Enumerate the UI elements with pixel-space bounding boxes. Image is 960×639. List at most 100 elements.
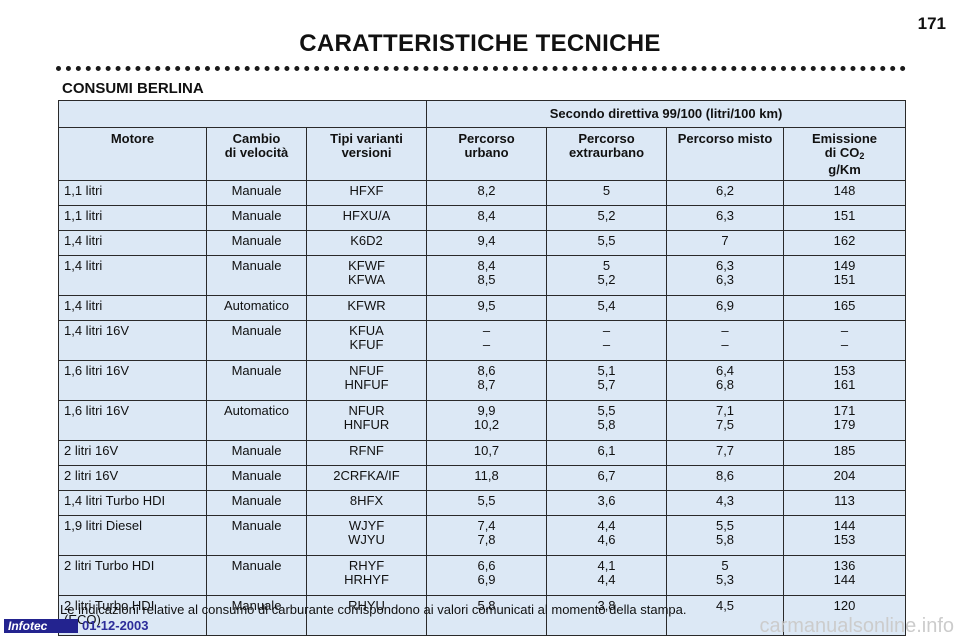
- cell-extraurbano: 5: [546, 180, 668, 206]
- header-tipi: Tipi varianti versioni: [305, 127, 428, 181]
- cell-extraurbano-value: 6,7: [597, 468, 616, 483]
- header-tipi-line-2: versioni: [341, 145, 392, 160]
- cell-urbano: 5,5: [426, 490, 548, 516]
- header-urbano: Percorso urbano: [426, 127, 548, 181]
- table-row: 2 litri Turbo HDI Manuale RHYF HRHYF 6,6 6,9 4…: [58, 555, 907, 596]
- cell-emissione: 165: [783, 295, 907, 321]
- header-emissione-line-2: di CO2: [787, 146, 902, 163]
- header-extraurbano: Percorso extraurbano: [546, 127, 668, 181]
- cell-cambio: Manuale: [206, 230, 307, 256]
- header-urbano-line-2: urbano: [464, 145, 509, 160]
- table-row: 1,4 litri Turbo HDI Manuale 8HFX 5,5 3,6 4,3 1…: [58, 490, 907, 516]
- cell-cambio: Manuale: [206, 180, 307, 206]
- cell-extraurbano: 4,1 4,4: [546, 555, 668, 596]
- cell-emissione: 136 144: [783, 555, 907, 596]
- cell-misto: 6,2: [666, 180, 785, 206]
- cell-emissione-value: 179: [833, 417, 856, 432]
- cell-motore: 2 litri Turbo HDI (ECO): [58, 595, 207, 636]
- cell-tipi-value: 2CRFKA/IF: [333, 468, 400, 483]
- cell-cambio: Manuale: [206, 440, 307, 466]
- group-header-spacer: [57, 100, 428, 128]
- cell-tipi-value: WJYU: [348, 532, 385, 547]
- section-title: CONSUMI BERLINA: [62, 80, 204, 97]
- cell-misto: 6,4 6,8: [666, 360, 785, 401]
- cell-misto-value: 8,6: [715, 468, 735, 483]
- cell-motore: 1,4 litri Turbo HDI: [58, 490, 207, 516]
- table-row: 1,9 litri Diesel Manuale WJYF WJYU 7,4 7,8 4,4…: [58, 515, 907, 556]
- cell-urbano: 6,6 6,9: [426, 555, 548, 596]
- cell-misto: 6,3: [666, 205, 785, 231]
- table-body: 1,1 litri Manuale HFXF 8,2 5 6,2 148 1,1 litri M…: [58, 180, 907, 636]
- cell-urbano-value: 10,2: [473, 417, 500, 432]
- cell-motore: 2 litri 16V: [58, 465, 207, 491]
- cell-misto: 6,3 6,3: [666, 255, 785, 296]
- cell-urbano-value: –: [482, 323, 491, 338]
- cell-urbano-value: 7,4: [477, 518, 496, 533]
- cell-urbano-value: 6,6: [477, 558, 496, 573]
- cell-emissione-value: 151: [833, 208, 856, 223]
- cell-emissione-value: 165: [833, 298, 856, 313]
- header-emissione-co: di CO: [824, 145, 860, 160]
- cell-extraurbano-value: –: [602, 337, 611, 352]
- cell-urbano: 10,7: [426, 440, 548, 466]
- header-motore: Motore: [58, 127, 207, 181]
- cell-urbano-value: –: [482, 337, 491, 352]
- cell-motore: 2 litri Turbo HDI: [58, 555, 207, 596]
- cell-extraurbano: 6,1: [546, 440, 668, 466]
- table-row: 1,6 litri 16V Manuale NFUF HNFUF 8,6 8,7 5,1 5,…: [58, 360, 907, 401]
- cell-cambio: Manuale: [206, 360, 307, 401]
- cell-tipi: K6D2: [305, 230, 428, 256]
- cell-motore: 2 litri 16V: [58, 440, 207, 466]
- cell-emissione-value: 148: [833, 183, 856, 198]
- header-cambio-line-1: Cambio: [232, 131, 281, 146]
- cell-emissione-value: 136: [833, 558, 856, 573]
- cell-urbano: 8,4 8,5: [426, 255, 548, 296]
- cell-motore-value: 1,4 litri 16V: [64, 323, 130, 338]
- cell-tipi: NFUR HNFUR: [305, 400, 428, 441]
- cell-tipi-value: NFUF: [349, 363, 384, 378]
- cell-misto-value: 6,4: [715, 363, 735, 378]
- cell-extraurbano: 5,1 5,7: [546, 360, 668, 401]
- cell-urbano-value: 9,5: [477, 298, 496, 313]
- cell-tipi: WJYF WJYU: [305, 515, 428, 556]
- cell-emissione: 113: [783, 490, 907, 516]
- cell-extraurbano: 5,2: [546, 205, 668, 231]
- cell-emissione: 185: [783, 440, 907, 466]
- cell-misto: – –: [666, 320, 785, 361]
- cell-motore-value: 1,4 litri: [64, 258, 103, 273]
- cell-tipi: RHYU: [305, 595, 428, 636]
- cell-misto: 4,3: [666, 490, 785, 516]
- cell-extraurbano-value: 5,8: [597, 417, 616, 432]
- header-emissione-subscript: 2: [859, 151, 865, 161]
- group-header-row: Secondo direttiva 99/100 (litri/100 km): [57, 100, 907, 128]
- cell-cambio: Manuale: [206, 595, 307, 636]
- cell-misto: 5,5 5,8: [666, 515, 785, 556]
- cell-misto-value: 7,1: [715, 403, 735, 418]
- cell-emissione-value: 153: [833, 532, 856, 547]
- watermark: carmanualsonline.info: [759, 615, 954, 637]
- cell-emissione: 120: [783, 595, 907, 636]
- column-header-row: Motore Cambio di velocità Tipi varianti ve…: [58, 127, 907, 181]
- header-cambio: Cambio di velocità: [206, 127, 307, 181]
- header-misto: Percorso misto: [666, 127, 785, 181]
- cell-cambio: Manuale: [206, 320, 307, 361]
- cell-emissione: – –: [783, 320, 907, 361]
- cell-tipi-value: 8HFX: [349, 493, 384, 508]
- cell-misto: 5 5,3: [666, 555, 785, 596]
- cell-motore: 1,6 litri 16V: [58, 400, 207, 441]
- cell-emissione: 171 179: [783, 400, 907, 441]
- cell-cambio: Manuale: [206, 465, 307, 491]
- cell-tipi: KFUA KFUF: [305, 320, 428, 361]
- cell-extraurbano-value: 5,4: [597, 298, 616, 313]
- cell-motore: 1,6 litri 16V: [58, 360, 207, 401]
- cell-urbano: 8,4: [426, 205, 548, 231]
- cell-misto: 7,1 7,5: [666, 400, 785, 441]
- cell-extraurbano: 5,5 5,8: [546, 400, 668, 441]
- cell-extraurbano-value: 5,1: [597, 363, 616, 378]
- footnote: Le indicazioni relative al consumo di ca…: [60, 602, 687, 617]
- cell-tipi: NFUF HNFUF: [305, 360, 428, 401]
- cell-misto-value: 7: [721, 233, 729, 248]
- cell-tipi-value: RFNF: [349, 443, 384, 458]
- cell-motore: 1,1 litri: [58, 205, 207, 231]
- cell-motore: 1,4 litri: [58, 255, 207, 296]
